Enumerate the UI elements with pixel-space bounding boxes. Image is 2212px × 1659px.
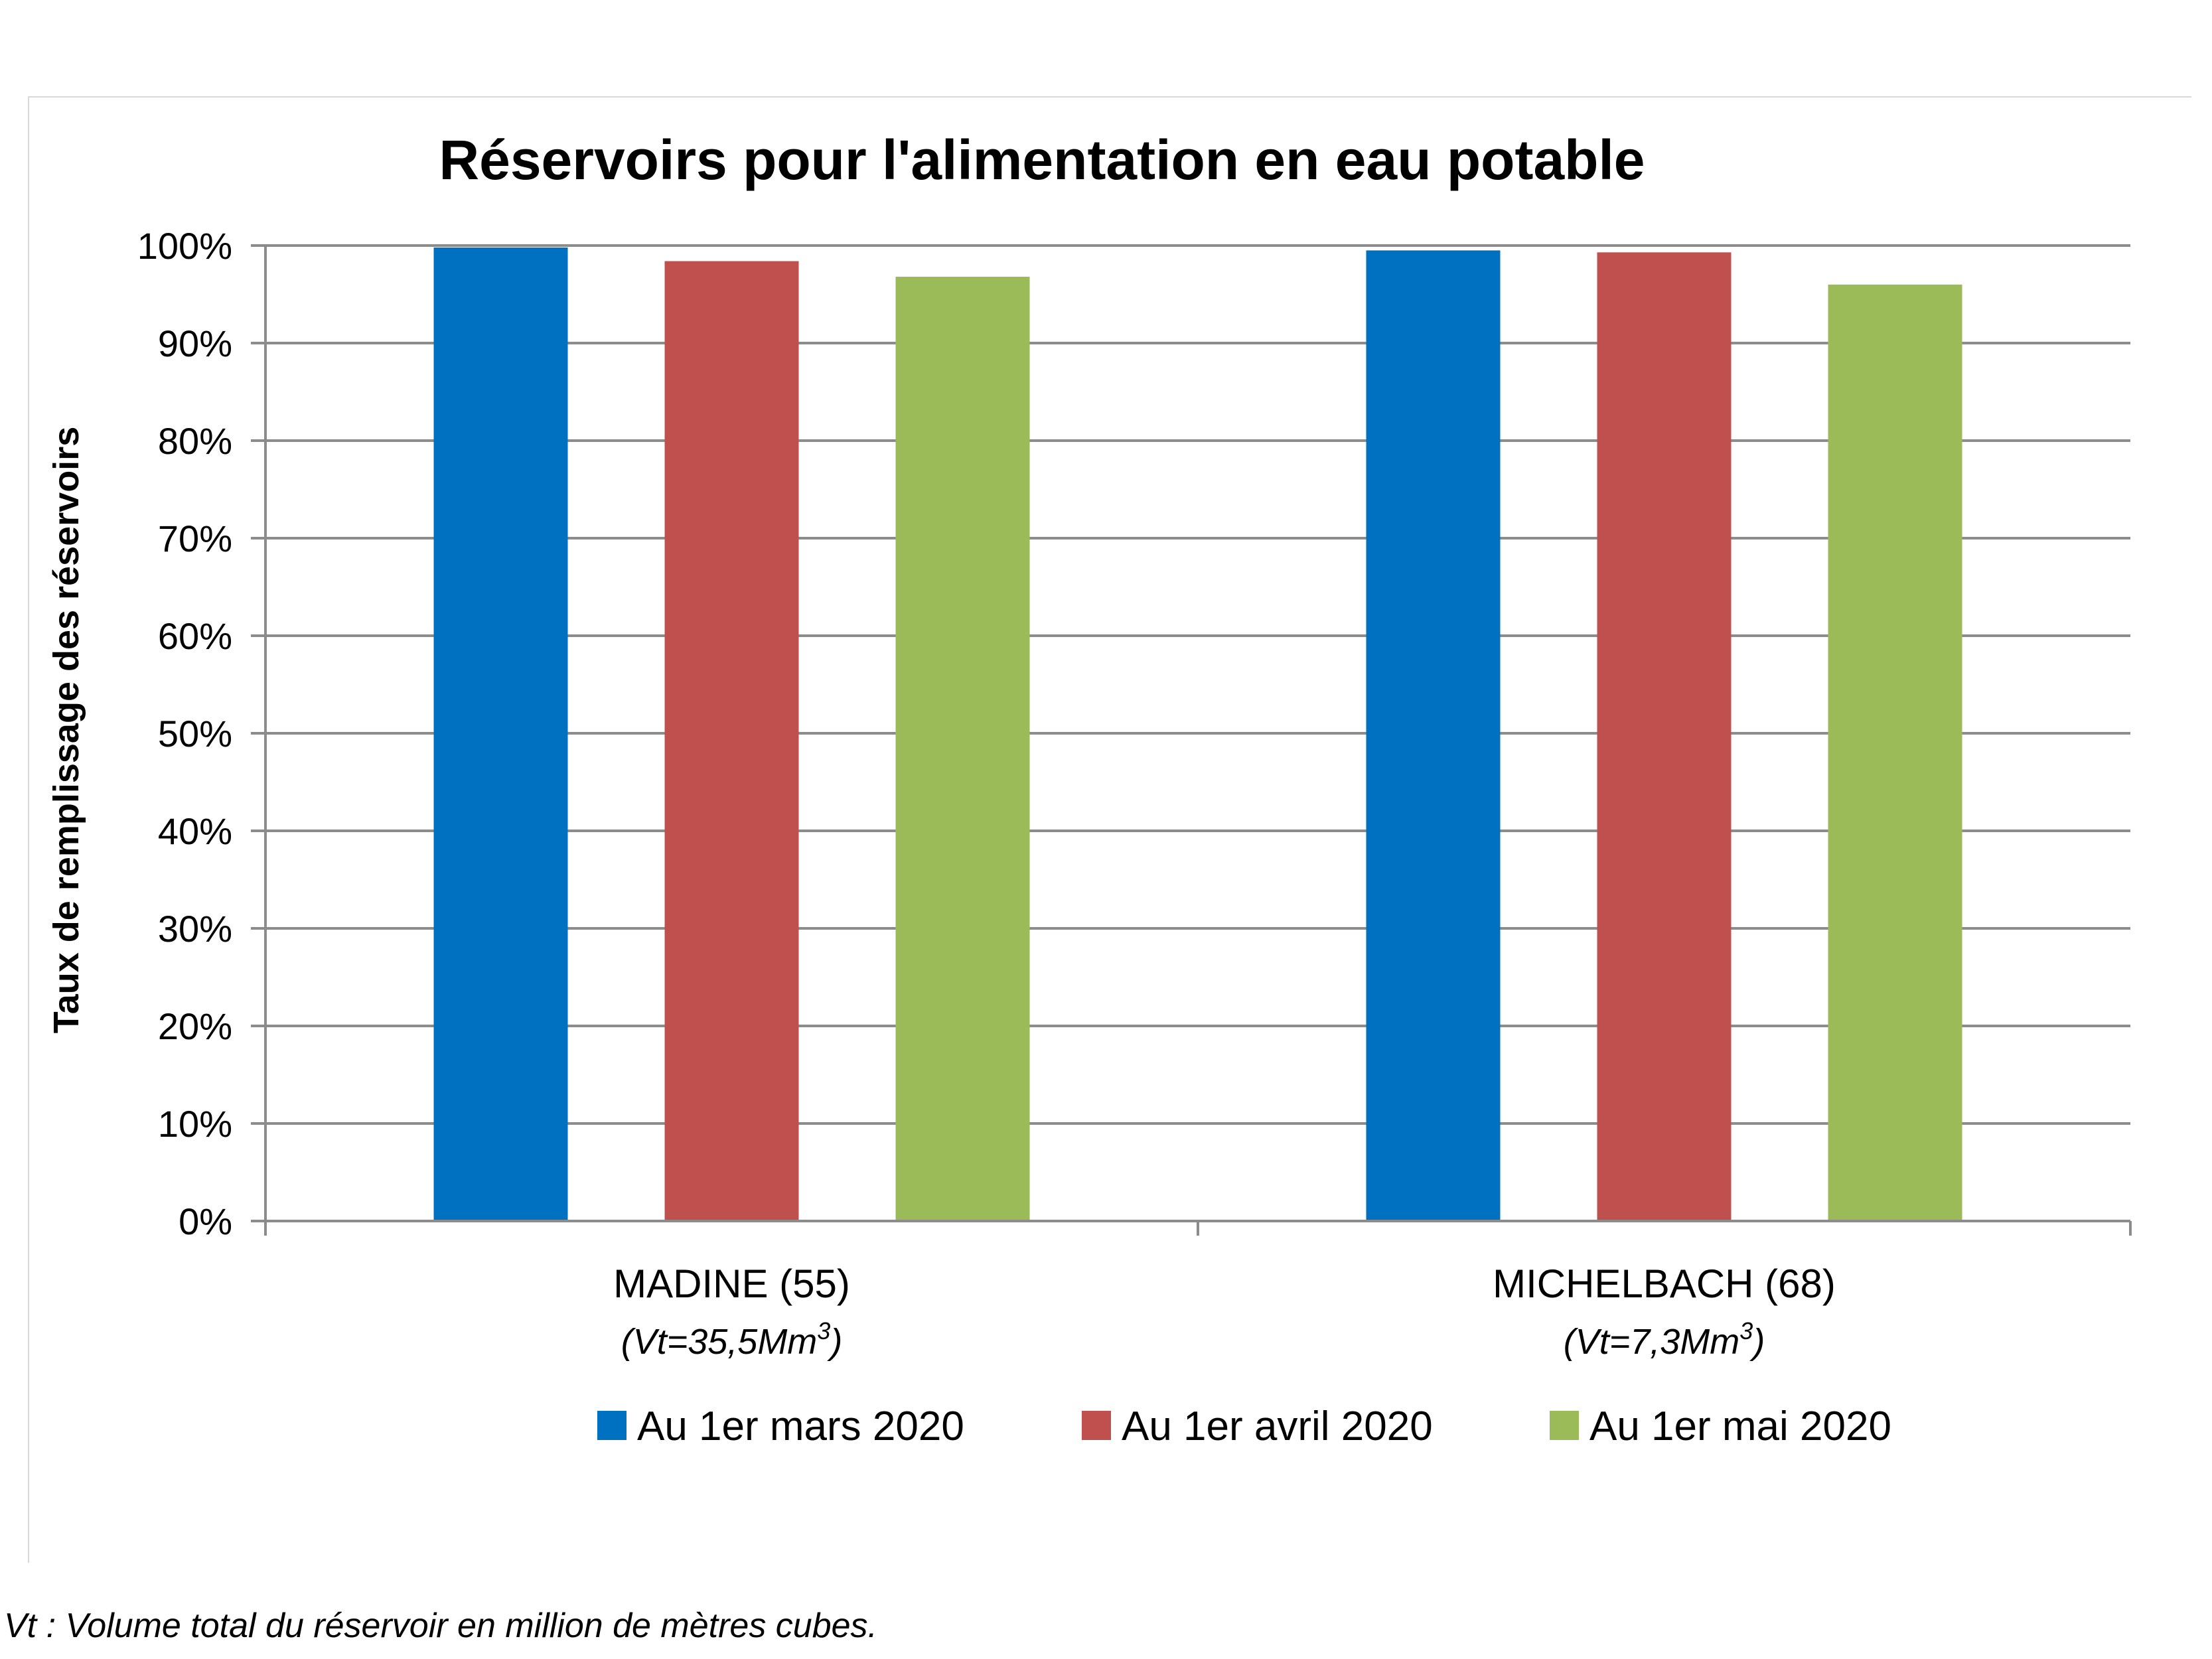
y-tick-labels: 0% 10% 20% 30% 40% 50% 60% 70% 80% 90% 100% [137, 225, 232, 1242]
category-subtitle: (Vt=35,5Mm3) [621, 1317, 843, 1362]
legend: Au 1er mars 2020 Au 1er avril 2020 Au 1er … [597, 1404, 1891, 1449]
category-labels: MADINE (55) (Vt=35,5Mm3) MICHELBACH (68) (V… [613, 1262, 1836, 1362]
y-tick-label: 100% [137, 225, 232, 267]
y-tick-label: 90% [158, 323, 232, 364]
bar-chart: Réservoirs pour l'alimentation en eau po… [46, 129, 2132, 1449]
bar [664, 261, 799, 1221]
bar [1597, 252, 1732, 1221]
category-subtitle: (Vt=7,3Mm3) [1564, 1317, 1765, 1362]
y-tick-label: 40% [158, 810, 232, 852]
y-tick-label: 10% [158, 1103, 232, 1145]
bar [895, 277, 1030, 1221]
legend-swatch [597, 1411, 627, 1440]
bar [433, 247, 568, 1222]
chart-frame [28, 96, 2191, 1563]
legend-swatch [1082, 1411, 1111, 1440]
bars [433, 247, 1962, 1222]
chart-title: Réservoirs pour l'alimentation en eau po… [439, 129, 1645, 191]
legend-swatch [1550, 1411, 1579, 1440]
bar [1366, 250, 1501, 1222]
gridlines [265, 244, 2130, 1125]
axes [251, 244, 2132, 1236]
y-tick-label: 0% [179, 1200, 232, 1242]
category-label: MADINE (55) [613, 1262, 850, 1306]
y-axis-label: Taux de remplissage des réservoirs [46, 427, 86, 1033]
footnote: Vt : Volume total du réservoir en millio… [4, 1607, 877, 1645]
y-tick-label: 60% [158, 615, 232, 657]
legend-label: Au 1er avril 2020 [1122, 1404, 1433, 1449]
y-tick-label: 50% [158, 713, 232, 755]
y-tick-label: 20% [158, 1005, 232, 1047]
bar [1828, 284, 1962, 1221]
legend-label: Au 1er mai 2020 [1589, 1404, 1891, 1449]
legend-label: Au 1er mars 2020 [637, 1404, 964, 1449]
y-tick-label: 80% [158, 420, 232, 462]
y-tick-label: 70% [158, 518, 232, 559]
y-tick-label: 30% [158, 908, 232, 950]
category-label: MICHELBACH (68) [1493, 1262, 1836, 1306]
